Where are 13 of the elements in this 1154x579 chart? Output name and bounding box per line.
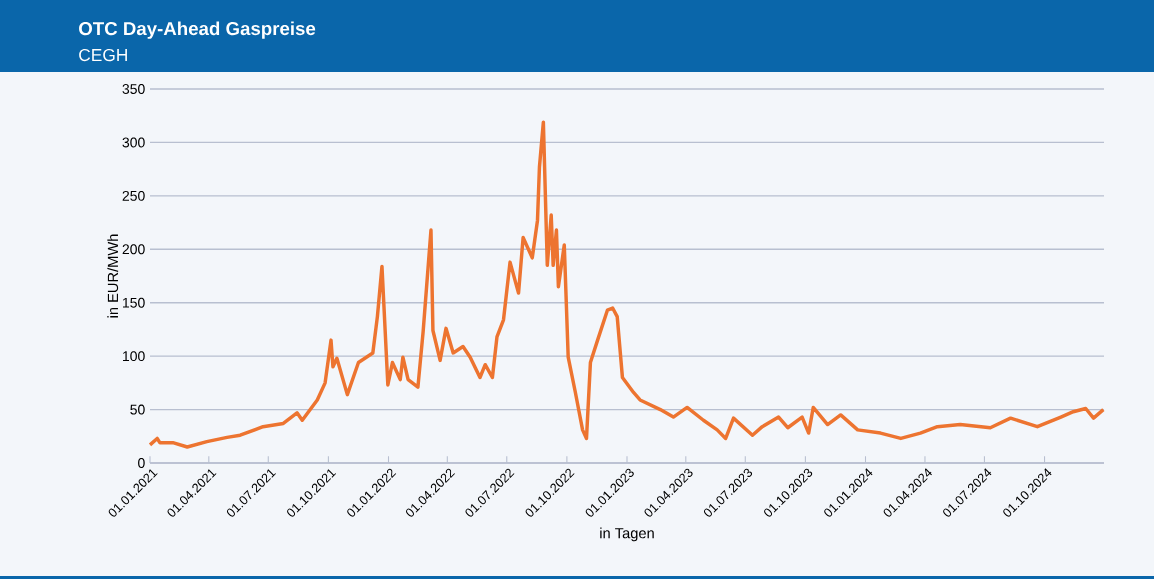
y-tick-label: 100: [123, 351, 145, 362]
y-tick-label: 0: [138, 458, 145, 468]
y-tick-label: 350: [122, 84, 145, 94]
y-tick-label: 250: [122, 190, 145, 201]
y-tick-label: 200: [122, 244, 145, 255]
y-tick-label: 150: [123, 297, 145, 308]
y-axis-title: in EUR/MWh: [107, 234, 119, 318]
y-tick-label: 300: [122, 137, 145, 148]
y-tick-label: 50: [130, 404, 145, 415]
chart-subtitle: CEGH: [79, 48, 127, 62]
chart-title: OTC Day-Ahead Gaspreise: [79, 21, 316, 39]
x-axis-title: in Tagen: [600, 527, 654, 542]
line-series: [148, 120, 1106, 449]
